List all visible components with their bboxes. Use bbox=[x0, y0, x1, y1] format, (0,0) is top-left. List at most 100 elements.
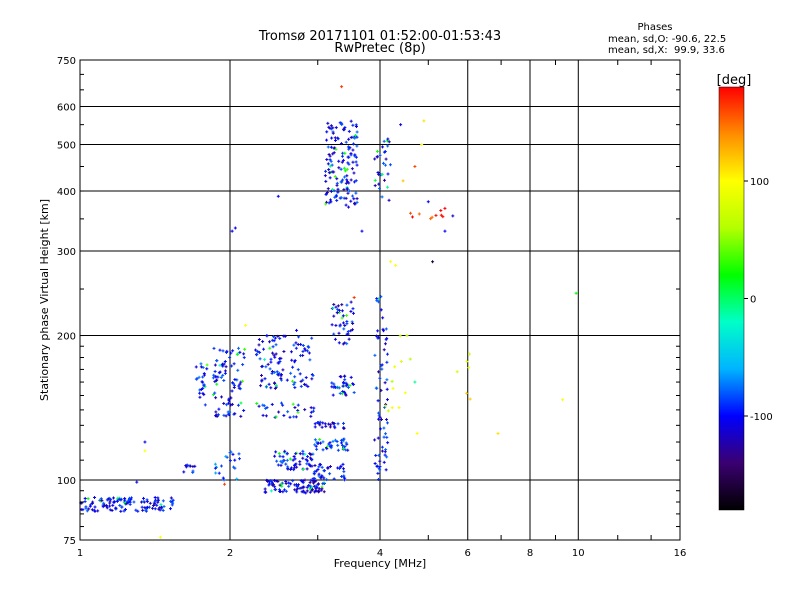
data-point bbox=[93, 505, 97, 509]
data-point bbox=[296, 368, 300, 372]
data-point bbox=[342, 470, 346, 474]
data-point bbox=[227, 398, 231, 402]
data-point bbox=[341, 158, 345, 162]
data-point bbox=[309, 414, 313, 418]
data-point bbox=[312, 481, 316, 485]
data-point bbox=[352, 180, 356, 184]
data-point bbox=[374, 334, 378, 338]
data-point bbox=[308, 358, 312, 362]
data-point bbox=[233, 412, 237, 416]
data-point bbox=[340, 160, 344, 164]
data-point bbox=[354, 160, 358, 164]
data-point bbox=[373, 353, 377, 357]
data-point bbox=[87, 507, 91, 511]
data-point bbox=[374, 453, 378, 457]
data-point bbox=[223, 482, 227, 486]
data-point bbox=[202, 383, 206, 387]
data-point bbox=[132, 500, 136, 504]
data-point bbox=[238, 382, 242, 386]
data-point bbox=[127, 498, 131, 502]
data-point bbox=[390, 379, 394, 383]
data-point bbox=[293, 375, 297, 379]
data-point bbox=[353, 136, 357, 140]
data-point bbox=[226, 410, 230, 414]
data-point bbox=[182, 470, 186, 474]
data-point bbox=[239, 380, 243, 384]
data-point bbox=[334, 323, 338, 327]
data-point bbox=[336, 187, 340, 191]
data-point bbox=[269, 479, 273, 483]
data-point bbox=[158, 506, 162, 510]
data-point bbox=[217, 471, 221, 475]
data-point bbox=[344, 196, 348, 200]
data-point bbox=[327, 443, 331, 447]
colorbar-tick-label: -100 bbox=[750, 412, 773, 423]
data-point bbox=[349, 309, 353, 313]
data-point bbox=[228, 459, 232, 463]
data-point bbox=[377, 182, 381, 186]
data-point bbox=[227, 401, 231, 405]
data-point bbox=[351, 194, 355, 198]
data-point bbox=[225, 403, 229, 407]
data-point bbox=[237, 346, 241, 350]
data-point bbox=[378, 459, 382, 463]
data-point bbox=[344, 392, 348, 396]
data-point bbox=[200, 380, 204, 384]
data-point bbox=[268, 340, 272, 344]
data-point bbox=[288, 457, 292, 461]
data-point bbox=[223, 360, 227, 364]
data-point bbox=[282, 488, 286, 492]
data-point bbox=[349, 375, 353, 379]
data-point bbox=[304, 491, 308, 495]
data-point bbox=[272, 353, 276, 357]
data-point bbox=[241, 379, 245, 383]
data-point bbox=[379, 388, 383, 392]
data-point bbox=[339, 464, 343, 468]
data-point bbox=[257, 338, 261, 342]
data-point bbox=[118, 503, 122, 507]
data-point bbox=[329, 200, 333, 204]
data-point bbox=[355, 200, 359, 204]
data-point bbox=[340, 303, 344, 307]
data-point bbox=[316, 482, 320, 486]
data-point bbox=[347, 137, 351, 141]
data-point bbox=[276, 373, 280, 377]
data-point bbox=[338, 391, 342, 395]
data-point bbox=[335, 440, 339, 444]
data-point bbox=[373, 157, 377, 161]
data-point bbox=[343, 323, 347, 327]
data-point bbox=[299, 384, 303, 388]
data-point bbox=[108, 501, 112, 505]
data-point bbox=[235, 477, 239, 481]
data-point bbox=[310, 377, 314, 381]
data-point bbox=[354, 155, 358, 159]
data-point bbox=[381, 316, 385, 320]
data-point bbox=[335, 177, 339, 181]
data-point bbox=[295, 490, 299, 494]
data-point bbox=[315, 486, 319, 490]
data-point bbox=[335, 183, 339, 187]
data-point bbox=[360, 229, 364, 233]
data-point bbox=[336, 136, 340, 140]
data-point bbox=[330, 136, 334, 140]
data-point bbox=[220, 395, 224, 399]
data-point bbox=[345, 187, 349, 191]
data-point bbox=[345, 382, 349, 386]
data-point bbox=[326, 465, 330, 469]
data-point bbox=[327, 152, 331, 156]
data-point bbox=[282, 414, 286, 418]
data-point bbox=[340, 85, 344, 89]
data-point bbox=[340, 180, 344, 184]
data-point bbox=[420, 143, 424, 147]
data-point bbox=[351, 123, 355, 127]
data-point bbox=[347, 205, 351, 209]
data-point bbox=[351, 321, 355, 325]
data-point bbox=[258, 350, 262, 354]
data-point bbox=[312, 406, 316, 410]
data-point bbox=[292, 455, 296, 459]
data-point bbox=[112, 496, 116, 500]
data-point bbox=[267, 483, 271, 487]
data-point bbox=[443, 206, 447, 210]
data-point bbox=[296, 410, 300, 414]
data-point bbox=[291, 458, 295, 462]
